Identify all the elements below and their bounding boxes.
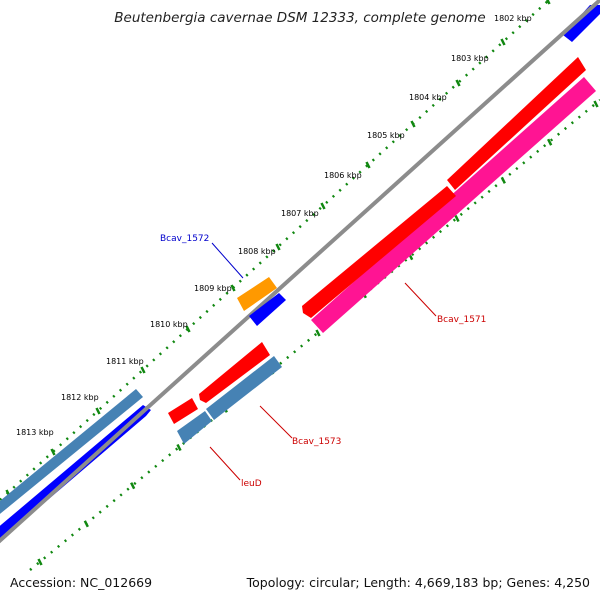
- gene-label-bcav-1571[interactable]: Bcav_1571: [437, 315, 486, 325]
- ruler-tick: [95, 407, 101, 415]
- ruler-outer-dots: [0, 0, 551, 501]
- ruler-tick: [176, 443, 182, 452]
- ruler-tick: [315, 329, 321, 337]
- ruler-tick: [50, 448, 56, 456]
- kbp-label: 1813 kbp: [16, 428, 54, 437]
- gene-label-bcav-1573[interactable]: Bcav_1573: [292, 437, 341, 447]
- ruler-tick: [37, 558, 43, 566]
- gene-label-leud[interactable]: leuD: [241, 479, 262, 489]
- ruler-tick: [500, 38, 506, 46]
- ruler-tick: [454, 214, 460, 223]
- cds-bcav-1571-left[interactable]: [302, 186, 456, 318]
- ruler-tick: [185, 325, 191, 333]
- cds-bcav-1572-blue[interactable]: [249, 293, 286, 326]
- kbp-label: 1806 kbp: [324, 171, 362, 180]
- ruler-inner-dots: [29, 99, 600, 571]
- callout-bcav-1573: [259, 405, 293, 439]
- ruler-tick: [140, 366, 146, 374]
- cds-leud-red[interactable]: [168, 398, 198, 424]
- kbp-label: 1803 kbp: [451, 54, 489, 63]
- callout-bcav-1572: [211, 242, 244, 279]
- cds-bcav-1572-orange[interactable]: [237, 277, 277, 311]
- ruler-tick: [500, 176, 506, 184]
- ruler-tick: [547, 138, 553, 146]
- kbp-label: 1802 kbp: [494, 14, 532, 23]
- ruler-tick: [130, 482, 136, 490]
- ruler-tick: [410, 120, 416, 128]
- kbp-label: 1804 kbp: [409, 93, 447, 102]
- ruler-tick: [546, 0, 551, 5]
- map-title: Beutenbergia cavernae DSM 12333, complet…: [114, 10, 486, 26]
- genome-backbone: [0, 0, 600, 544]
- cds-steel-outer-left[interactable]: [0, 389, 143, 518]
- cds-bcav-1573-steel[interactable]: [206, 356, 282, 420]
- ruler-tick: [365, 161, 371, 169]
- ruler-tick: [455, 79, 461, 87]
- kbp-label: 1805 kbp: [367, 131, 405, 140]
- cds-blue-top-right[interactable]: [563, 5, 600, 42]
- callout-leud: [209, 446, 241, 481]
- kbp-label: 1811 kbp: [106, 357, 144, 366]
- ruler-outer-major-ticks: [5, 0, 551, 497]
- cds-bcav-1573-red[interactable]: [199, 342, 270, 403]
- gene-bcav-1571[interactable]: [311, 77, 596, 333]
- gene-label-bcav-1572[interactable]: Bcav_1572: [160, 234, 209, 244]
- accession-label: Accession: NC_012669: [10, 575, 153, 590]
- genome-summary: Topology: circular; Length: 4,669,183 bp…: [246, 575, 590, 590]
- ruler-tick: [593, 100, 599, 108]
- kbp-label: 1808 kbp: [238, 247, 276, 256]
- kbp-label: 1810 kbp: [150, 320, 188, 329]
- ruler-tick: [320, 202, 326, 210]
- kbp-label: 1812 kbp: [61, 393, 99, 402]
- cds-bcav-1571-right[interactable]: [447, 57, 586, 190]
- cds-leud-steel[interactable]: [177, 411, 212, 444]
- callout-bcav-1571: [404, 282, 437, 317]
- ruler-tick: [230, 284, 236, 292]
- kbp-label: 1809 kbp: [194, 284, 232, 293]
- kbp-label: 1807 kbp: [281, 209, 319, 218]
- ruler-tick: [275, 243, 281, 251]
- ruler-tick: [83, 520, 89, 528]
